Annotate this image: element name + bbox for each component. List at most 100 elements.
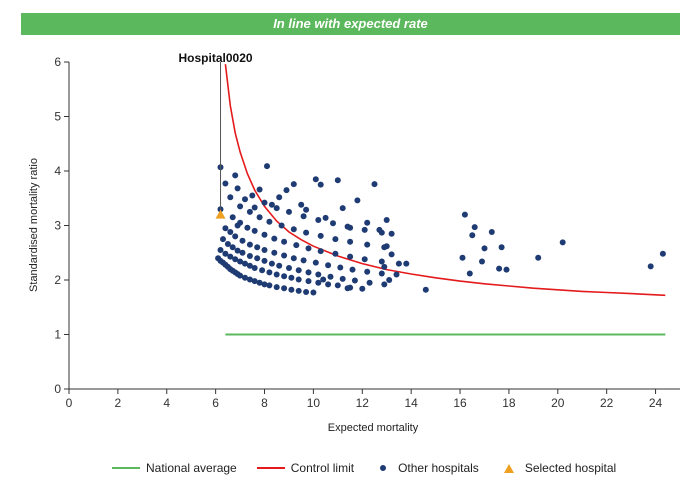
hospital-point [422,286,429,293]
hospital-point [647,263,654,270]
hospital-point [347,238,354,245]
legend-item-selected-hospital[interactable]: Selected hospital [499,461,616,475]
hospital-point [479,258,485,265]
hospital-point [364,241,371,248]
legend-label: Other hospitals [398,461,479,475]
hospital-point [290,181,297,188]
hospital-point [320,276,327,283]
y-tick-label: 0 [54,382,61,396]
hospital-point [276,194,283,201]
x-tick-label: 6 [212,396,219,410]
hospital-point [286,265,292,271]
hospital-point [315,217,322,223]
hospital-point [498,244,505,251]
legend-item-other-hospitals[interactable]: Other hospitals [374,461,479,475]
hospital-point [281,285,288,292]
hospital-point [535,254,542,261]
x-tick-label: 16 [453,396,467,410]
hospital-point [288,274,295,281]
hospital-point [337,264,344,271]
hospital-point [364,219,371,226]
hospital-point [496,265,503,272]
hospital-point [246,241,253,248]
legend-label: Control limit [290,461,355,475]
x-tick-label: 14 [404,396,418,410]
hospital-point [378,258,385,265]
hospital-point [330,220,336,227]
hospital-point [388,251,395,258]
hospital-point [351,277,358,284]
hospital-point [295,267,302,274]
hospital-point [242,274,248,281]
hospital-point [227,194,234,201]
hospital-point [251,265,258,271]
hospital-point [276,262,283,269]
hospital-point [244,224,251,231]
legend-item-control-limit[interactable]: Control limit [256,461,355,475]
hospital-point [381,263,388,270]
hospital-point [222,180,229,187]
hospital-point [295,287,302,294]
hospital-point [317,232,324,239]
hospital-point [259,267,266,274]
y-tick-label: 4 [54,164,61,178]
hospital-point [376,226,383,233]
hospital-point [261,199,268,206]
x-tick-label: 12 [356,396,370,410]
hospital-point [344,285,351,292]
x-tick-label: 8 [261,396,268,410]
hospital-point [317,181,324,188]
hospital-point [251,227,258,234]
hospital-point [234,247,241,254]
hospital-point [254,255,261,262]
legend-item-national-average[interactable]: National average [112,461,237,475]
hospital-point [383,243,390,250]
hospital-point [334,282,341,289]
y-tick-label: 1 [54,328,61,342]
x-tick-label: 24 [649,396,663,410]
hospital-point [261,281,268,288]
hospital-point [266,218,273,225]
hospital-point [239,237,246,244]
hospital-point [303,229,310,236]
hospital-point [281,252,288,259]
hospital-point [229,214,236,221]
hospital-point [273,284,280,291]
y-tick-label: 2 [54,273,61,287]
legend-swatch-line-red [256,467,285,469]
hospital-point [300,257,307,264]
hospital-point [310,289,317,296]
hospital-point [246,253,253,259]
hospital-point [317,248,324,255]
hospital-point [256,186,263,193]
hospital-point [271,249,278,256]
hospital-point [268,260,275,267]
hospital-point [303,206,310,213]
hospital-point [361,226,368,233]
selected-hospital-marker [215,209,226,219]
hospital-point [256,279,263,286]
hospital-point [217,247,224,253]
hospital-point [349,266,356,273]
y-axis-label: Standardised mortality ratio [28,158,40,292]
hospital-point [327,273,334,280]
y-tick-label: 5 [54,110,61,124]
hospital-point [315,271,322,278]
hospital-point [312,176,319,183]
hospital-point [237,203,244,210]
hospital-point [393,271,400,278]
hospital-point [266,282,273,289]
hospital-point [395,260,402,267]
x-tick-label: 0 [66,396,73,410]
hospital-point [354,197,361,204]
hospital-point [261,231,268,238]
hospital-point [251,278,258,285]
hospital-point [273,271,280,278]
hospital-point [264,163,270,170]
hospital-point [227,253,234,260]
hospital-point [459,254,466,261]
hospital-point [249,192,256,199]
hospital-point [312,259,319,266]
chart-title: In line with expected rate [273,16,428,31]
